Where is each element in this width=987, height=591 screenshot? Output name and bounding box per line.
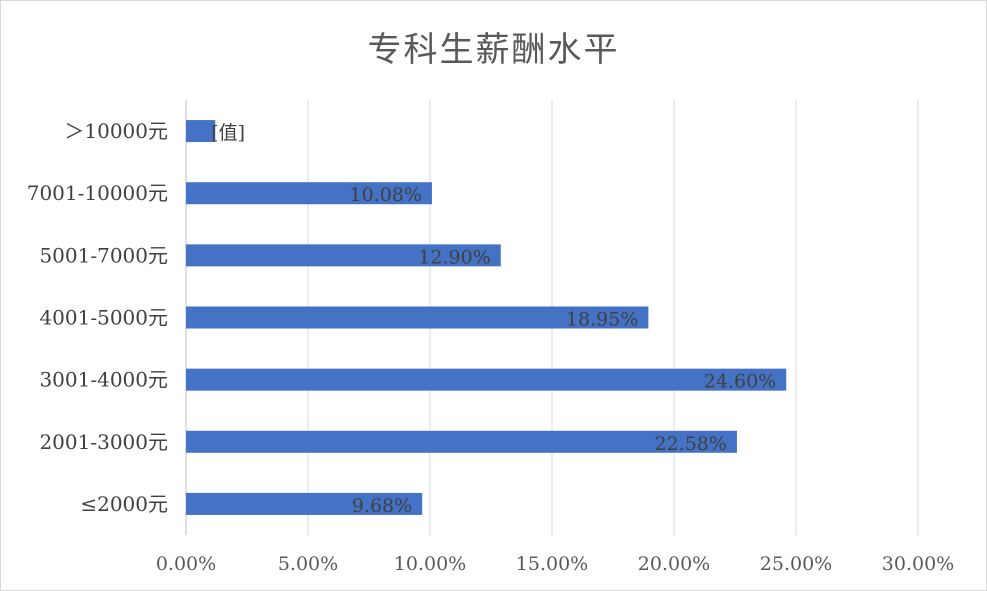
x-tick-label: 10.00% bbox=[394, 553, 466, 575]
x-tick-label: 5.00% bbox=[278, 553, 338, 575]
bar bbox=[186, 492, 423, 515]
data-label: 22.58% bbox=[654, 433, 726, 455]
bar bbox=[186, 306, 649, 329]
bar bbox=[186, 368, 787, 391]
category-label: ≤2000元 bbox=[80, 492, 168, 516]
x-tick-label: 25.00% bbox=[760, 553, 832, 575]
category-label: 3001-4000元 bbox=[39, 368, 168, 392]
category-label: 7001-10000元 bbox=[27, 181, 168, 205]
category-label: 4001-5000元 bbox=[39, 306, 168, 330]
category-label: 2001-3000元 bbox=[39, 430, 168, 454]
data-label: [值] bbox=[211, 122, 245, 144]
x-tick-label: 30.00% bbox=[882, 553, 954, 575]
data-label: 18.95% bbox=[566, 309, 638, 331]
data-label: 10.08% bbox=[349, 184, 421, 206]
bar bbox=[186, 182, 432, 205]
category-label: ＞10000元 bbox=[64, 119, 168, 143]
x-tick-label: 20.00% bbox=[638, 553, 710, 575]
x-tick-label: 0.00% bbox=[156, 553, 216, 575]
x-tick-label: 15.00% bbox=[516, 553, 588, 575]
bar bbox=[186, 244, 501, 267]
category-label: 5001-7000元 bbox=[39, 243, 168, 267]
chart-title: 专科生薪酬水平 bbox=[367, 30, 620, 70]
data-label: 24.60% bbox=[704, 371, 776, 393]
data-label: 9.68% bbox=[352, 495, 412, 517]
data-label: 12.90% bbox=[418, 246, 490, 268]
bar bbox=[186, 120, 216, 143]
bar bbox=[186, 430, 737, 453]
